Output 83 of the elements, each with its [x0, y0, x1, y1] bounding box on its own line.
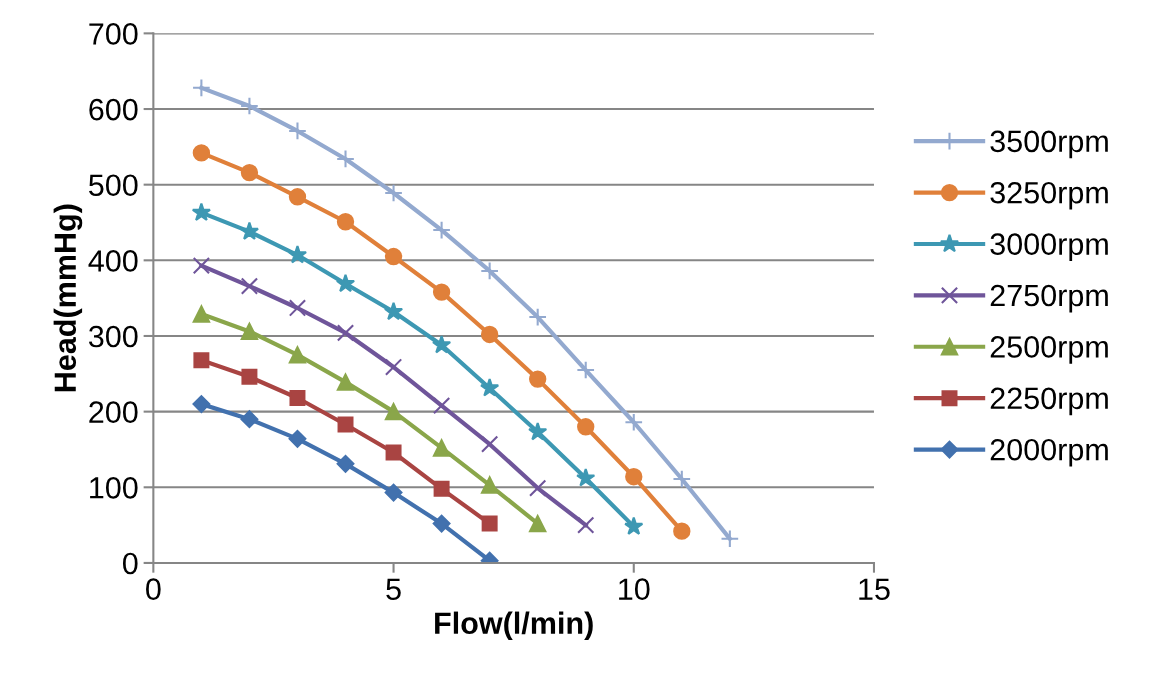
point: [577, 516, 595, 534]
point: [337, 416, 354, 433]
point: [240, 96, 259, 116]
point: [529, 479, 547, 497]
point: [336, 324, 355, 342]
y-tick-label: 100: [90, 477, 138, 499]
point: [433, 480, 450, 497]
x-axis-title: Flow(l/min): [435, 611, 593, 641]
y-tick-label: 600: [89, 98, 138, 121]
y-axis-title: Head(mmHg): [53, 204, 83, 392]
point: [192, 144, 211, 162]
x-tick-label: 5: [386, 578, 401, 600]
point: [480, 476, 499, 494]
point: [624, 412, 644, 432]
point: [576, 468, 596, 487]
point: [673, 522, 691, 540]
y-tick-label: 200: [89, 401, 138, 424]
point: [432, 220, 451, 240]
point: [431, 334, 452, 354]
point: [287, 244, 308, 264]
point: [480, 325, 499, 344]
point: [720, 529, 740, 549]
point: [480, 378, 500, 397]
point: [576, 360, 596, 380]
point: [241, 368, 258, 385]
point: [288, 429, 307, 448]
point: [384, 358, 403, 376]
point: [432, 514, 451, 533]
point: [193, 352, 210, 369]
point: [288, 299, 307, 317]
point: [384, 483, 403, 502]
legend-label: 2750rpm: [990, 284, 1108, 313]
y-tick-label: 400: [88, 250, 138, 272]
point: [191, 202, 212, 222]
point: [384, 183, 403, 203]
point: [528, 307, 548, 327]
point: [384, 402, 403, 421]
point: [192, 305, 211, 323]
point: [384, 247, 403, 266]
x-tick-label: 10: [619, 578, 650, 600]
point: [528, 422, 548, 441]
point: [383, 301, 404, 321]
point: [192, 256, 211, 275]
legend-label: 2500rpm: [990, 336, 1108, 364]
legend-label: 3000rpm: [990, 233, 1108, 261]
point: [288, 188, 307, 206]
point: [624, 516, 644, 535]
point: [335, 273, 356, 293]
point: [288, 346, 307, 364]
point: [289, 390, 306, 407]
point: [336, 149, 355, 169]
point: [240, 410, 259, 429]
point: [432, 439, 451, 457]
point: [529, 514, 547, 533]
legend-label: 2250rpm: [990, 387, 1108, 416]
point: [529, 370, 547, 388]
point: [577, 418, 595, 436]
legend-label: 3250rpm: [990, 181, 1108, 210]
point: [625, 468, 643, 486]
point: [432, 396, 451, 415]
y-tick-label: 0: [122, 552, 138, 575]
point: [336, 454, 355, 473]
point: [432, 283, 451, 301]
point: [240, 277, 259, 295]
y-tick-label: 500: [89, 174, 138, 197]
point: [336, 373, 355, 391]
point: [240, 163, 259, 182]
point: [240, 322, 259, 341]
x-tick-label: 15: [859, 578, 890, 600]
point: [336, 213, 355, 231]
legend-label: 3500rpm: [990, 130, 1108, 159]
x-tick-label: 0: [146, 578, 161, 600]
point: [480, 261, 500, 281]
point: [192, 395, 211, 413]
y-tick-label: 700: [89, 23, 138, 45]
point: [239, 221, 260, 240]
point: [672, 469, 692, 489]
point: [481, 515, 498, 532]
y-tick-label: 300: [88, 325, 138, 348]
point: [288, 121, 307, 141]
point: [192, 78, 211, 98]
point: [385, 444, 402, 461]
legend-label: 2000rpm: [990, 438, 1108, 467]
